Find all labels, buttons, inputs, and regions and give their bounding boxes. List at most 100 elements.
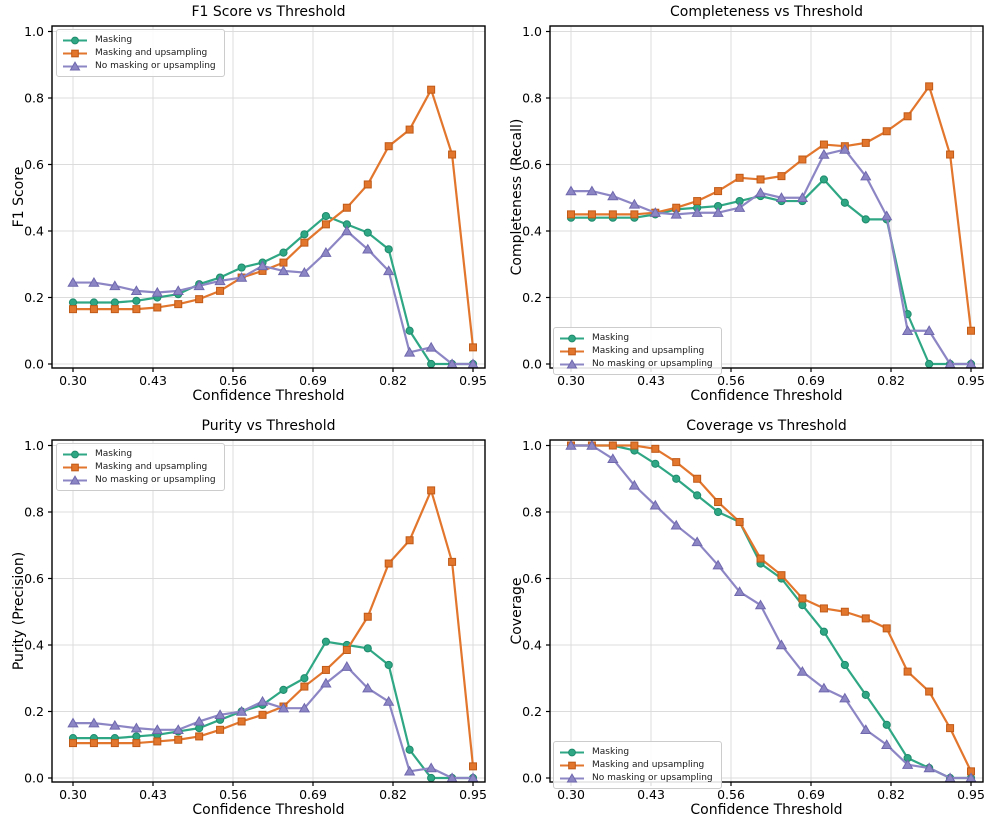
- square-marker-icon: [342, 645, 351, 654]
- square-marker-icon: [405, 125, 414, 134]
- y-tick-label: 1.0: [522, 24, 542, 39]
- triangle-marker-icon: [109, 719, 121, 730]
- triangle-marker-icon: [151, 286, 163, 297]
- circle-marker-icon: [693, 491, 702, 500]
- triangle-marker-icon: [172, 285, 184, 296]
- y-axis-label: F1 Score: [11, 166, 27, 228]
- square-marker-icon: [132, 305, 141, 314]
- triangle-marker-icon: [818, 682, 830, 693]
- square-marker-icon: [89, 305, 98, 314]
- square-marker-icon: [798, 155, 807, 164]
- legend-label: Masking and upsampling: [592, 346, 705, 356]
- chart-title: Coverage vs Threshold: [686, 418, 847, 434]
- triangle-marker-icon: [691, 207, 703, 217]
- square-marker-icon: [568, 347, 576, 355]
- legend-label: Masking: [592, 747, 630, 757]
- triangle-marker-icon: [754, 599, 767, 610]
- circle-marker-icon: [427, 773, 436, 783]
- square-marker-icon: [946, 724, 955, 733]
- triangle-marker-icon: [839, 143, 851, 154]
- legend-label: Masking and upsampling: [95, 462, 208, 472]
- triangle-marker-icon: [256, 260, 269, 271]
- x-tick-label: 0.82: [379, 787, 407, 802]
- triangle-marker-icon: [298, 266, 311, 277]
- legend-item: Masking and upsampling: [62, 461, 216, 473]
- legend: Masking Masking and upsampling No masking …: [56, 29, 225, 77]
- square-marker-icon: [903, 112, 912, 121]
- triangle-marker-icon: [670, 519, 682, 530]
- legend: Masking Masking and upsampling No masking …: [56, 443, 225, 491]
- y-axis-label: Completeness (Recall): [509, 118, 525, 276]
- square-marker-icon: [651, 444, 660, 453]
- circle-marker-icon: [300, 230, 309, 239]
- circle-legend-marker-icon: [63, 450, 87, 458]
- square-marker-icon: [672, 458, 681, 467]
- x-tick-label: 0.30: [59, 787, 87, 802]
- x-axis-label: Confidence Threshold: [690, 388, 843, 404]
- triangle-marker-icon: [320, 247, 332, 257]
- circle-marker-icon: [819, 627, 829, 636]
- triangle-marker-icon: [277, 702, 290, 713]
- circle-marker-icon: [651, 459, 660, 468]
- y-tick-label: 0.4: [522, 224, 542, 239]
- square-marker-icon: [608, 210, 617, 219]
- square-legend-marker-icon: [63, 463, 87, 471]
- circle-marker-icon: [672, 474, 681, 483]
- square-marker-icon: [427, 85, 436, 94]
- triangle-marker-icon: [566, 772, 578, 783]
- legend-item: No masking or upsampling: [559, 772, 713, 784]
- y-tick-label: 0.8: [522, 91, 542, 106]
- y-tick-label: 0.0: [24, 771, 44, 786]
- legend-label: No masking or upsampling: [592, 773, 713, 783]
- triangle-marker-icon: [649, 207, 661, 217]
- legend-label: Masking: [592, 333, 630, 343]
- circle-marker-icon: [279, 685, 288, 694]
- triangle-marker-icon: [277, 265, 290, 276]
- square-marker-icon: [735, 517, 744, 526]
- circle-marker-icon: [237, 263, 246, 272]
- circle-marker-icon: [405, 326, 414, 335]
- triangle-marker-icon: [586, 185, 598, 196]
- square-marker-icon: [903, 667, 912, 676]
- series-line-1: [71, 489, 475, 768]
- circle-marker-icon: [384, 245, 393, 254]
- circle-marker-icon: [300, 674, 309, 683]
- triangle-marker-icon: [67, 276, 79, 287]
- legend-item: Masking and upsampling: [559, 759, 713, 771]
- circle-marker-icon: [882, 720, 891, 729]
- square-marker-icon: [195, 732, 204, 741]
- square-marker-icon: [735, 173, 744, 182]
- series-line-2: [71, 665, 475, 780]
- square-marker-icon: [448, 557, 457, 566]
- triangle-marker-icon: [607, 190, 619, 201]
- y-tick-label: 0.6: [522, 157, 542, 172]
- chart-completeness: 0.30 0.43 0.56 0.69 0.82 0.95 0.0 0.2 0.4 0.6 0.8 1…: [498, 0, 996, 414]
- y-tick-label: 0.6: [24, 571, 44, 586]
- triangle-marker-icon: [649, 499, 661, 510]
- circle-marker-icon: [132, 732, 141, 741]
- square-marker-icon: [174, 735, 183, 744]
- y-tick-label: 1.0: [522, 438, 542, 453]
- y-tick-label: 0.4: [24, 638, 44, 653]
- legend-item: No masking or upsampling: [559, 358, 713, 370]
- triangle-marker-icon: [383, 695, 395, 706]
- triangle-marker-icon: [712, 559, 724, 570]
- y-tick-label: 0.0: [522, 357, 542, 372]
- circle-marker-icon: [384, 660, 393, 670]
- circle-marker-icon: [110, 298, 119, 307]
- square-marker-icon: [153, 303, 162, 312]
- x-tick-label: 0.43: [139, 373, 167, 388]
- triangle-marker-icon: [320, 677, 332, 688]
- triangle-marker-icon: [214, 275, 226, 286]
- legend-item: No masking or upsampling: [62, 60, 216, 72]
- y-tick-label: 0.6: [522, 571, 542, 586]
- triangle-legend-marker-icon: [560, 772, 584, 783]
- circle-legend-marker-icon: [560, 334, 584, 342]
- triangle-marker-icon: [298, 702, 311, 713]
- square-marker-icon: [693, 197, 702, 206]
- square-marker-icon: [946, 150, 955, 159]
- x-tick-label: 0.82: [877, 787, 905, 802]
- triangle-marker-icon: [67, 717, 79, 728]
- triangle-marker-icon: [860, 724, 872, 734]
- square-marker-icon: [861, 138, 870, 147]
